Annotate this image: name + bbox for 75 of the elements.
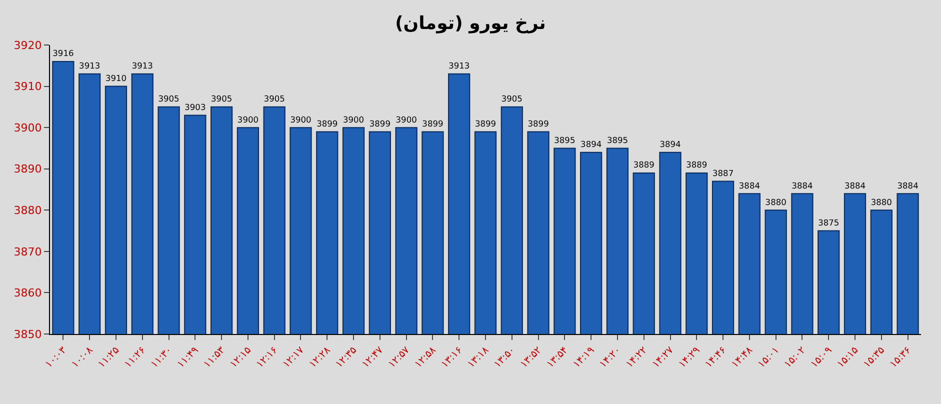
x-tick-label: ۱۰:۰۳ [44,344,70,370]
data-label: 3913 [448,60,470,71]
x-tick-label: ۱۴:۲۲ [624,344,650,370]
data-label: 3913 [79,60,100,71]
data-label: 3895 [606,134,628,145]
data-label: 3900 [237,114,258,124]
x-tick-label: ۱۵:۰۱ [756,344,782,370]
x-tick-label: ۱۴:۲۰ [598,344,624,370]
x-tick-label: ۱۴:۲۷ [650,344,676,370]
x-tick-label: ۱۵:۰۹ [808,344,834,370]
data-label: 3916 [52,48,74,58]
x-tick-label: ۱۲:۳۵ [334,344,360,370]
data-label: 3905 [158,94,180,104]
data-label: 3899 [474,118,496,128]
data-label: 3887 [712,168,734,178]
x-tick-label: ۱۵:۳۶ [888,344,914,370]
x-tick-label: ۱۴:۱۹ [571,344,597,370]
data-label: 3899 [369,118,390,128]
y-tick-label: 3870 [14,245,42,258]
x-tick-label: ۱۱:۴۹ [175,344,201,370]
x-tick-label: ۱۳:۱۸ [466,344,492,370]
data-label: 3894 [660,139,681,150]
data-label: 3884 [738,180,760,190]
x-tick-label: ۱۴:۴۶ [703,344,729,370]
x-tick-label: ۱۲:۴۷ [360,344,386,370]
data-label: 3913 [132,60,153,71]
y-tick-label: 3910 [14,80,42,94]
data-label: 3895 [554,134,576,145]
x-tick-label: ۱۵:۱۵ [835,344,861,370]
x-tick-label: ۱۴:۴۸ [730,344,756,370]
x-tick-label: ۱۵:۳۵ [862,344,888,370]
data-label: 3910 [105,73,127,84]
x-tick-label: ۱۲:۵۷ [386,344,412,370]
data-label: 3899 [422,118,444,128]
data-label: 3884 [792,180,813,190]
x-tick-label: ۱۳:۵۲ [518,344,544,370]
x-tick-label: ۱۴:۲۹ [676,344,702,370]
data-label: 3875 [818,218,840,228]
y-tick-label: 3850 [14,328,42,341]
data-label: 3880 [765,196,786,207]
x-tick-label: ۱۳:۵۴ [544,344,570,370]
chart-title: نرخ یورو (تومان) [395,12,546,34]
x-tick-label: ۱۲:۱۷ [281,344,307,370]
x-tick-label: ۱۰:۰۸ [70,344,96,370]
x-tick-label: ۱۳:۵۰ [492,344,518,370]
y-tick-label: 3920 [14,38,42,52]
x-tick-label: ۱۵:۰۲ [782,344,808,370]
data-label: 3900 [396,114,417,124]
data-label: 3900 [342,114,364,124]
data-label: 3889 [686,160,708,170]
data-label: 3900 [290,114,312,124]
x-tick-label: ۱۱:۲۵ [96,344,122,370]
data-label: 3905 [264,94,285,104]
data-label: 3899 [528,118,549,128]
y-tick-label: 3880 [14,204,42,217]
x-tick-label: ۱۱:۵۳ [202,344,228,370]
x-tick-label: ۱۲:۱۶ [254,344,280,370]
x-tick-label: ۱۲:۵۸ [413,344,439,370]
data-label: 3889 [633,160,654,170]
data-label: 3903 [184,102,206,112]
y-tick-label: 3890 [14,162,42,176]
data-label: 3894 [580,139,602,150]
x-tick-label: ۱۱:۲۶ [122,344,148,370]
x-tick-label: ۱۱:۳۰ [149,344,174,370]
data-label: 3884 [844,180,866,190]
data-label: 3884 [897,180,918,190]
data-label: 3905 [501,94,522,104]
data-label: 3905 [211,94,232,104]
y-tick-label: 3860 [14,286,42,300]
y-tick-label: 3900 [14,121,42,134]
x-tick-label: ۱۳:۱۶ [439,344,465,370]
data-label: 3899 [316,118,338,128]
x-tick-label: ۱۲:۱۵ [228,344,254,370]
data-label: 3880 [870,196,892,207]
x-tick-label: ۱۲:۲۸ [307,344,334,370]
